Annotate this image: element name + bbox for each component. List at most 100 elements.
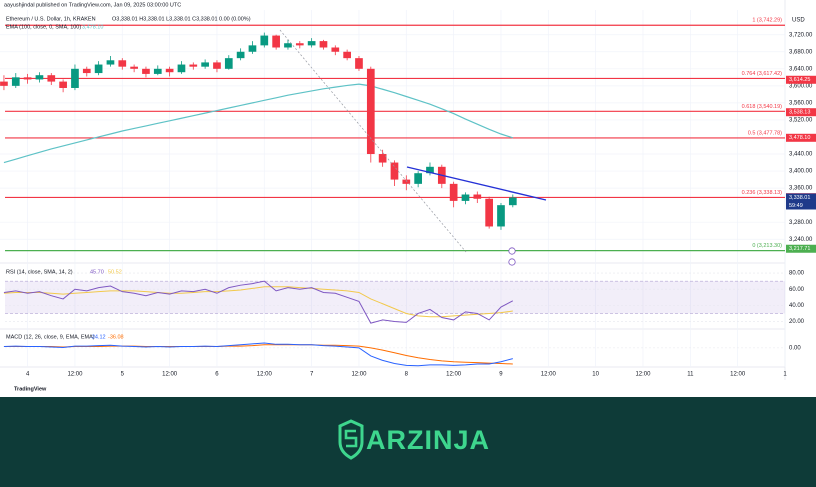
- y-tick-label: 3,680.00: [789, 49, 813, 55]
- price-tag-label: 3,614.25: [789, 77, 810, 83]
- fib-label: 1 (3,742.29): [752, 18, 782, 24]
- price-tag-label: 3,478.10: [789, 135, 810, 141]
- x-tick-label: 12:00: [541, 372, 557, 378]
- candle-body: [189, 64, 198, 67]
- x-tick-label: 1: [783, 372, 787, 378]
- price-tag-label: 3,217.71: [789, 246, 810, 252]
- y-tick-label: 3,400.00: [789, 169, 813, 175]
- indicator-title: RSI (14, close, SMA, 14, 2): [6, 269, 73, 275]
- candle-body: [201, 62, 209, 67]
- fib-label: 0.764 (3,617.42): [742, 71, 783, 77]
- brand-icon: [338, 419, 364, 460]
- candle-body: [390, 162, 399, 180]
- candle-body: [284, 43, 292, 48]
- indicator-value: 50.52: [108, 269, 122, 275]
- y-tick-label: 3,440.00: [789, 152, 813, 158]
- candle-body: [355, 58, 363, 69]
- brand-name: ARZINJA: [366, 425, 490, 455]
- x-tick-label: 4: [26, 372, 30, 378]
- candle-body: [177, 64, 186, 73]
- candle-body: [153, 68, 162, 74]
- trend-line: [406, 166, 547, 201]
- candle-body: [130, 66, 138, 69]
- x-tick-label: 12:00: [257, 372, 273, 378]
- candle-body: [82, 68, 91, 74]
- x-tick-label: 12:00: [446, 372, 462, 378]
- candle-body: [497, 205, 505, 227]
- rsi-band: [5, 281, 785, 314]
- brand-icon-s: [344, 429, 358, 448]
- y-tick-label: 0.00: [789, 345, 801, 351]
- price-tag: [786, 244, 816, 253]
- ema-value: 3,478.10: [82, 24, 103, 30]
- candle-body: [106, 60, 115, 65]
- candle-body: [307, 41, 316, 46]
- candle-body: [224, 58, 233, 69]
- indicator-line: [3, 286, 513, 318]
- candle-body: [366, 68, 375, 155]
- price-tag: [786, 193, 816, 202]
- candle-body: [414, 173, 422, 184]
- ema-line: [3, 83, 513, 164]
- y-tick-label: 80.00: [789, 271, 805, 277]
- tv-logo: TradingView: [14, 386, 47, 392]
- fib-label: 0 (3,213.30): [752, 243, 782, 249]
- price-tag: [786, 108, 816, 117]
- x-tick-label: 11: [687, 372, 694, 378]
- ema-label: EMA (100, close, 0, SMA, 100): [6, 24, 81, 30]
- y-tick-label: 3,600.00: [789, 83, 813, 89]
- indicator-title: MACD (12, 26, close, 9, EMA, EMA): [6, 334, 95, 340]
- indicator-value: -24.12: [90, 334, 106, 340]
- candle-body: [142, 68, 150, 74]
- candle-body: [295, 43, 304, 46]
- candle-body: [461, 194, 470, 201]
- price-tag-label: 3,538.13: [789, 110, 810, 116]
- event-marker[interactable]: [508, 247, 516, 255]
- candle-body: [118, 60, 127, 67]
- indicator-line: [3, 280, 514, 324]
- y-tick-label: 3,240.00: [789, 237, 813, 243]
- fib-label: 0.236 (3,338.13): [742, 190, 783, 196]
- candle-body: [343, 51, 351, 59]
- candle-body: [426, 166, 434, 174]
- indicator-line: [3, 342, 513, 367]
- candle-body: [165, 68, 174, 73]
- y-tick-label: 20.00: [789, 319, 805, 325]
- candle-body: [47, 75, 56, 82]
- indicator-value: 45.70: [90, 269, 104, 275]
- y-tick-label: 3,720.00: [789, 32, 813, 38]
- candle-body: [59, 81, 67, 88]
- y-tick-label: 60.00: [789, 287, 805, 293]
- fib-label: 0.618 (3,540.19): [742, 104, 783, 110]
- plot-area: 4 12:00 5 12:00 6 12:00 7 12:00 8 12:00 9 12:00 10 12…: [0, 10, 813, 378]
- countdown: 59:49: [789, 203, 803, 209]
- y-tick-label: 3,360.00: [789, 186, 813, 192]
- candle-body: [213, 62, 221, 69]
- countdown-tag: [786, 201, 816, 210]
- publisher: aayushjindal published on TradingView.co…: [4, 2, 181, 8]
- candle-body: [449, 183, 458, 201]
- indicator-value: -36.08: [108, 334, 124, 340]
- x-tick-label: 12:00: [730, 372, 746, 378]
- x-tick-label: 10: [592, 372, 599, 378]
- candle-body: [319, 41, 328, 48]
- fib-label: 0.5 (3,477.78): [748, 130, 782, 136]
- x-tick-label: 9: [499, 372, 503, 378]
- candle-body: [248, 45, 257, 52]
- candle-body: [272, 35, 280, 48]
- price-tag-label: 3,338.01: [789, 195, 810, 201]
- candle-body: [473, 194, 482, 199]
- candle-body: [0, 81, 8, 86]
- candle-body: [11, 77, 20, 86]
- y-tick-label: 40.00: [789, 303, 805, 309]
- x-tick-label: 5: [121, 372, 125, 378]
- candle-body: [508, 197, 517, 206]
- candle-body: [236, 51, 245, 59]
- y-tick-label: 3,560.00: [789, 100, 813, 106]
- x-tick-label: 12:00: [162, 372, 178, 378]
- candle-body: [402, 179, 411, 184]
- price-tag: [786, 75, 816, 84]
- x-tick-label: 12:00: [351, 372, 367, 378]
- event-marker[interactable]: [508, 258, 516, 266]
